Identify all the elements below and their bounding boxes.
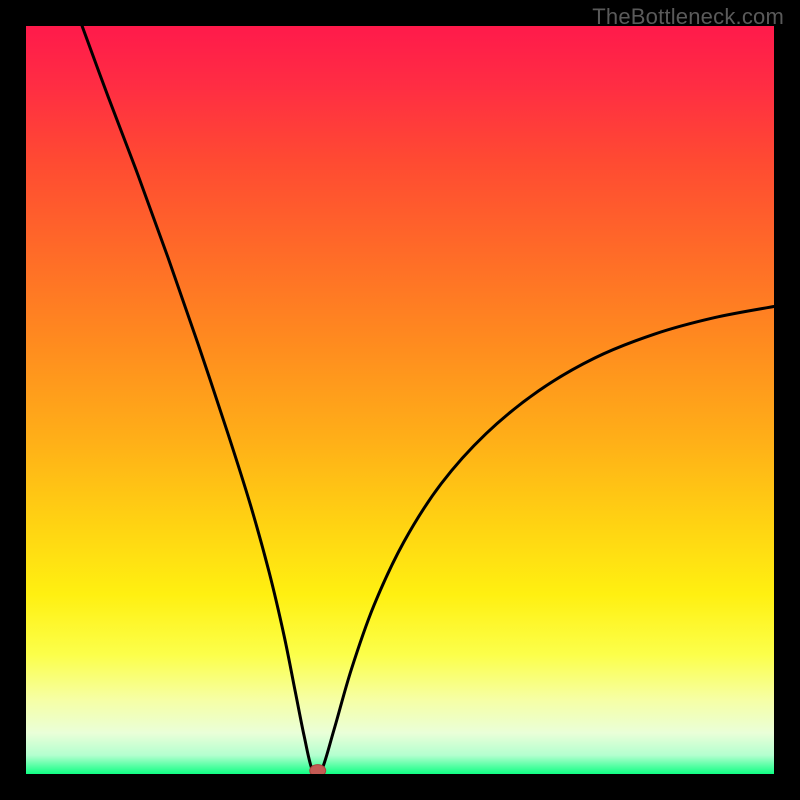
figure-container: TheBottleneck.com bbox=[0, 0, 800, 800]
plot-area bbox=[26, 26, 774, 774]
minimum-marker bbox=[310, 765, 326, 774]
chart-background bbox=[26, 26, 774, 774]
chart-svg bbox=[26, 26, 774, 774]
